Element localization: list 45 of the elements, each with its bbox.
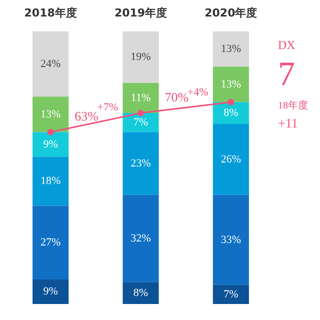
data-label: 8% [133,286,148,299]
bar [122,83,159,114]
data-label: 70% [164,89,189,104]
bar [32,132,69,157]
bar [122,194,159,282]
data-label: 32% [130,232,151,244]
bar [122,282,159,304]
data-label: 63% [74,108,99,124]
data-label: 26% [220,153,242,166]
data-label: 7% [224,288,238,300]
data-label: 13% [40,108,61,120]
x-tick-label: 2020年度 [204,6,258,20]
data-label: 24% [40,58,61,70]
bar [32,96,69,132]
data-label: 11% [130,92,151,104]
bar [32,156,69,206]
x-tick-label: 2019年度 [114,6,168,20]
bar [122,132,159,195]
data-label: 18% [40,175,61,188]
bar [212,124,249,195]
text: +11 [278,115,298,130]
annotation: +4% [187,86,208,98]
data-label: 13% [220,42,242,55]
annotation: +7% [97,101,118,114]
text: 7 [278,56,295,93]
bar [212,31,249,67]
data-label: 13% [220,78,242,90]
data-label: 19% [130,51,151,64]
bar [32,279,69,304]
text: 18年度 [278,100,308,112]
text: DX [278,38,296,52]
bar [122,31,159,84]
x-tick-label: 2018年度 [24,6,77,20]
data-label: 7% [133,116,148,128]
data-label: 33% [220,234,242,246]
data-label: 9% [43,286,58,298]
bar [32,206,69,280]
data-label: 27% [40,236,61,249]
data-label: 23% [130,157,151,170]
bar [32,31,69,97]
bar [212,66,249,102]
data-label: 8% [224,106,238,119]
bar [212,194,249,285]
bar [212,284,249,304]
data-label: 9% [43,138,58,150]
